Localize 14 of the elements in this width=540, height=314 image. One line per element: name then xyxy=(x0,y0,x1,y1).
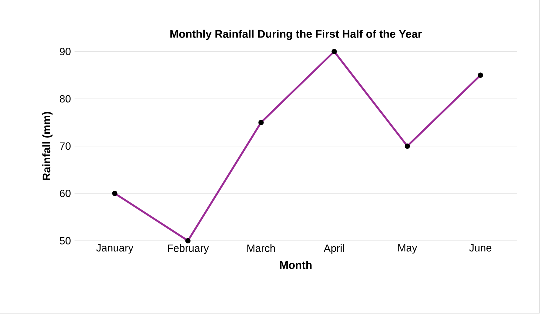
x-tick-label: June xyxy=(470,244,492,252)
y-tick-label: 70 xyxy=(60,142,71,150)
y-tick-label: 60 xyxy=(60,190,71,198)
y-axis-title: Rainfall (mm) xyxy=(42,112,53,180)
x-tick-label: February xyxy=(168,244,210,254)
x-tick-label: April xyxy=(324,244,344,254)
y-tick-label: 50 xyxy=(60,237,71,245)
x-axis-title: Month xyxy=(280,261,312,270)
y-tick-label: 80 xyxy=(60,95,71,103)
x-tick-label: January xyxy=(96,244,134,254)
chart-title: Monthly Rainfall During the First Half of the Year xyxy=(170,30,422,40)
y-tick-label: 90 xyxy=(60,48,71,56)
x-tick-label: March xyxy=(248,244,276,252)
x-tick-label: May xyxy=(398,244,418,254)
